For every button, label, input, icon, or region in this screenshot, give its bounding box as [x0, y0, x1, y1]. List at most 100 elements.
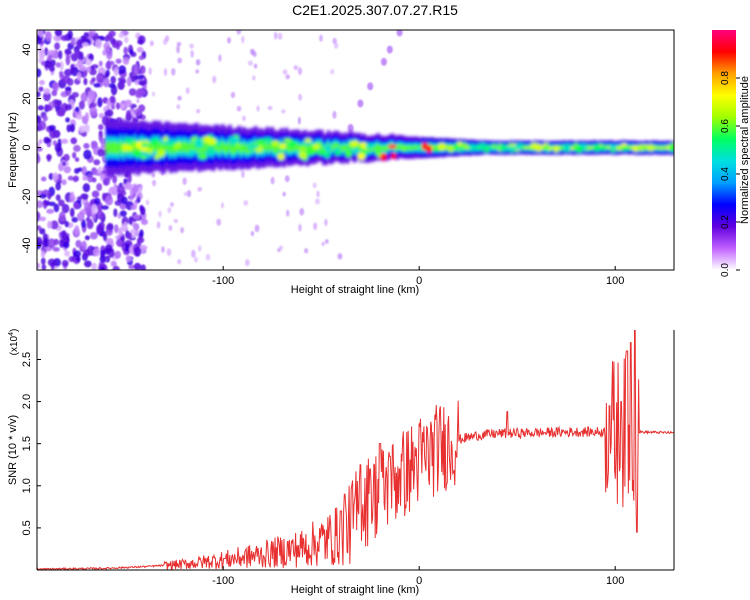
- noise-speckle: [52, 82, 58, 90]
- ridge-cell: [192, 141, 197, 152]
- ridge-cell: [244, 144, 249, 154]
- x-tick-label: 100: [606, 575, 624, 587]
- ridge-cell: [225, 144, 230, 154]
- noise-speckle: [125, 255, 132, 263]
- snr-series-line: [37, 330, 674, 570]
- ridge-cell: [343, 144, 348, 151]
- noise-speckle: [313, 222, 318, 231]
- noise-speckle: [138, 55, 144, 61]
- noise-speckle: [72, 175, 79, 182]
- noise-speckle: [61, 138, 69, 144]
- ridge-cell: [630, 145, 635, 149]
- noise-speckle: [196, 108, 201, 114]
- snr-y-scale-exponent: 4: [8, 332, 15, 336]
- noise-speckle: [53, 34, 62, 42]
- noise-speckle: [176, 104, 181, 110]
- ridge-cell: [199, 142, 204, 153]
- ridge-cell: [383, 146, 388, 152]
- noise-speckle: [86, 245, 96, 256]
- ridge-blob: [194, 137, 204, 146]
- noise-speckle: [136, 46, 144, 53]
- ridge-cell: [187, 142, 192, 153]
- noise-speckle: [76, 212, 85, 222]
- ridge-blob: [468, 144, 476, 152]
- noise-speckle: [61, 203, 70, 214]
- ridge-blob: [151, 138, 158, 146]
- noise-speckle: [37, 142, 41, 148]
- ridge-blob: [437, 142, 446, 151]
- ridge-cell: [303, 143, 308, 151]
- noise-speckle: [49, 128, 57, 139]
- y-tick-label: 20: [21, 92, 33, 104]
- ridge-cell: [359, 145, 364, 152]
- noise-speckle: [65, 117, 70, 123]
- noise-speckle: [113, 67, 119, 77]
- ridge-cell: [524, 146, 529, 150]
- noise-speckle: [139, 204, 144, 212]
- ridge-blob: [574, 145, 584, 153]
- ridge-cell: [218, 144, 223, 154]
- ridge-cell: [394, 145, 399, 151]
- y-tick-label: 0.5: [21, 520, 33, 535]
- ridge-cell: [411, 145, 416, 151]
- noise-speckle: [99, 138, 108, 145]
- noise-speckle: [81, 240, 87, 251]
- noise-speckle: [83, 143, 90, 149]
- noise-speckle: [140, 68, 145, 74]
- ridge-cell: [397, 144, 402, 150]
- noise-speckle: [64, 250, 71, 257]
- noise-speckle: [284, 175, 290, 183]
- noise-speckle: [115, 102, 121, 110]
- noise-speckle: [125, 243, 130, 253]
- ridge-blob: [388, 144, 397, 149]
- ridge-blob: [140, 155, 147, 160]
- y-tick-label: 1.5: [21, 436, 33, 451]
- ridge-blob: [344, 149, 352, 158]
- noise-speckle: [149, 40, 154, 47]
- noise-speckle: [128, 264, 136, 270]
- noise-speckle: [63, 166, 72, 174]
- ridge-cell: [658, 146, 663, 150]
- ridge-blob: [553, 145, 560, 153]
- noise-speckle: [182, 177, 187, 185]
- noise-speckle: [185, 87, 190, 94]
- ridge-cell: [331, 144, 336, 151]
- ridge-cell: [385, 145, 390, 151]
- noise-speckle: [166, 248, 172, 257]
- snr-y-ticks: 0.5 1.0 1.5 2.0 2.5: [21, 352, 41, 536]
- noise-speckle: [330, 69, 335, 75]
- ridge-cell: [296, 143, 301, 151]
- ridge-blob: [235, 143, 241, 148]
- noise-speckle: [58, 50, 63, 60]
- noise-speckle: [177, 95, 182, 101]
- noise-speckle: [60, 230, 67, 240]
- ridge-cell: [376, 143, 381, 149]
- noise-speckle: [124, 182, 132, 190]
- noise-speckle: [136, 69, 143, 75]
- ridge-cell: [234, 143, 239, 153]
- noise-speckle: [52, 247, 60, 252]
- ridge-blob: [334, 150, 341, 156]
- noise-speckle: [127, 232, 132, 240]
- noise-speckle: [58, 211, 66, 222]
- noise-speckle: [44, 104, 52, 112]
- noise-speckle: [62, 241, 70, 249]
- noise-speckle: [285, 74, 291, 80]
- noise-speckle: [87, 218, 93, 227]
- ridge-blob: [164, 140, 173, 145]
- noise-speckle: [75, 114, 84, 120]
- ridge-cell: [227, 141, 232, 151]
- noise-speckle: [103, 42, 111, 51]
- noise-speckle: [58, 71, 64, 77]
- ridge-cell: [364, 146, 369, 153]
- ridge-cell: [119, 140, 124, 152]
- noise-speckle: [195, 59, 201, 66]
- noise-speckle: [205, 253, 211, 261]
- snr-panel: -100 0 100 0.5 1.0 1.5 2.0 2.5 Height of strai…: [7, 329, 675, 596]
- noise-speckle: [252, 51, 257, 58]
- noise-speckle: [87, 173, 94, 183]
- ridge-cell: [444, 145, 449, 150]
- noise-speckle: [145, 199, 150, 206]
- snr-y-scale-close: ): [9, 329, 20, 332]
- ridge-cell: [663, 146, 668, 150]
